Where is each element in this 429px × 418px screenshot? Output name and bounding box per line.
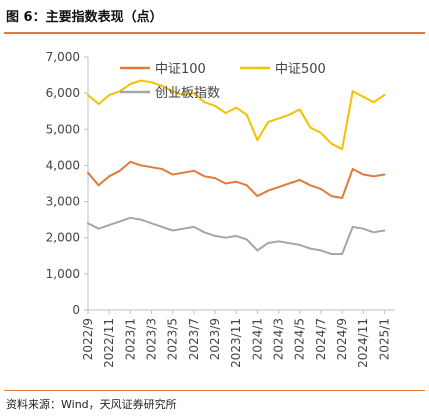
x-tick-label: 2022/9: [81, 318, 95, 360]
y-axis: 0 1,000 2,000 3,000 4,000 5,000 6,000 7,000: [46, 50, 89, 317]
x-tick-label: 2023/1: [123, 318, 137, 360]
x-tick-label: 2023/9: [208, 318, 222, 360]
y-tick-label: 2,000: [46, 231, 80, 245]
legend: 中证100 中证500 创业板指数: [120, 62, 326, 101]
y-tick-label: 7,000: [46, 50, 80, 64]
chart-title: 图 6：主要指数表现（点）: [6, 10, 163, 25]
x-tick-label: 2023/7: [187, 318, 201, 360]
y-tick-label: 4,000: [46, 158, 80, 172]
x-tick-label: 2024/7: [314, 318, 328, 360]
x-tick-label: 2024/11: [356, 318, 370, 368]
legend-label-2: 创业板指数: [155, 86, 220, 101]
x-tick-label: 2024/3: [272, 318, 286, 360]
source-note: 资料来源：Wind，天风证券研究所: [6, 398, 177, 411]
y-tick-label: 6,000: [46, 86, 80, 100]
x-axis: 2022/9 2022/11 2023/1 2023/3 2023/5 2023/7 202…: [81, 309, 395, 368]
footer-divider: [4, 390, 425, 391]
series-line-0: [87, 160, 386, 199]
y-tick-label: 1,000: [46, 267, 80, 281]
legend-label-1: 中证500: [275, 62, 326, 77]
x-tick-label: 2023/5: [166, 318, 180, 360]
x-tick-label: 2023/11: [229, 318, 243, 368]
x-tick-label: 2023/3: [145, 318, 159, 360]
x-tick-label: 2024/1: [250, 318, 264, 360]
y-tick-label: 5,000: [46, 122, 80, 136]
x-tick-label: 2024/9: [335, 318, 349, 360]
title-divider: [4, 32, 425, 34]
y-tick-label: 0: [72, 303, 80, 317]
x-tick-label: 2024/5: [293, 318, 307, 360]
series-line-2: [87, 216, 386, 255]
series-line-1: [87, 79, 386, 151]
x-tick-label: 2025/1: [377, 318, 391, 360]
y-tick-label: 3,000: [46, 195, 80, 209]
x-tick-label: 2022/11: [102, 318, 116, 368]
series-lines: [87, 79, 386, 255]
legend-label-0: 中证100: [155, 62, 206, 77]
